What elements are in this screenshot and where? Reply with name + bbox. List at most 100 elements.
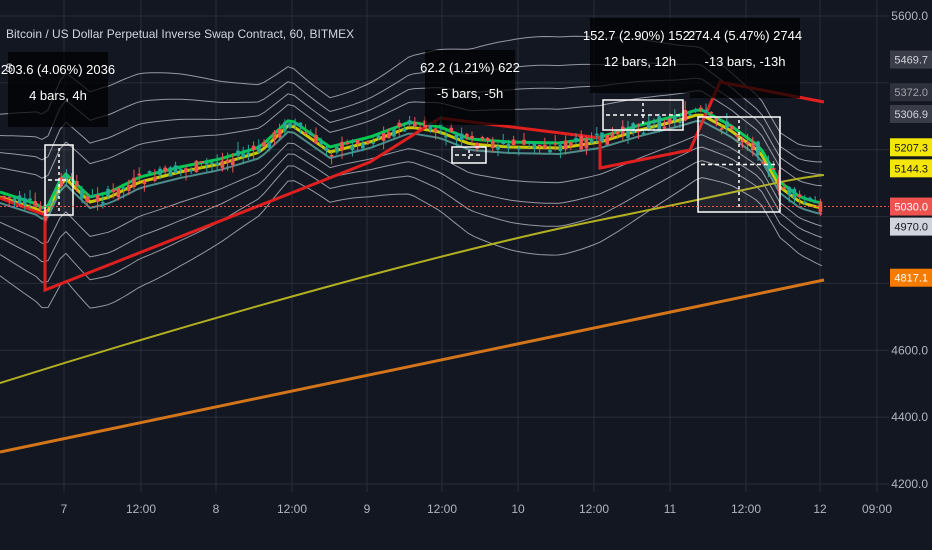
candle-body-64 [335, 147, 339, 153]
candle-body-66 [345, 142, 349, 145]
candle-body-26 [137, 173, 141, 176]
candle-body-38 [199, 161, 204, 163]
candle-body-126 [657, 116, 661, 130]
candle-body-32 [168, 167, 173, 177]
candle-body-3 [17, 195, 22, 204]
candle-body-137 [714, 118, 719, 121]
candle-body-94 [491, 141, 495, 149]
x-tick-label-7: 12:00 [579, 502, 609, 516]
candle-body-134 [699, 107, 703, 110]
candle-body-22 [116, 187, 121, 198]
candle-body-135 [704, 109, 708, 113]
y-tick-label-2: 4400.0 [891, 410, 928, 424]
candle-body-40 [210, 162, 214, 165]
candle-body-48 [251, 145, 256, 151]
candle-body-97 [506, 143, 511, 147]
measure-label-bg-1 [425, 50, 515, 125]
x-tick-label-0: 7 [61, 502, 68, 516]
candle-body-114 [595, 133, 599, 136]
candle-body-36 [189, 169, 193, 172]
candle-body-12 [64, 175, 69, 179]
candle-body-75 [392, 128, 396, 137]
candle-body-55 [288, 122, 292, 128]
candle-body-115 [600, 132, 604, 142]
candle-body-146 [761, 162, 765, 164]
candle-body-127 [662, 126, 667, 129]
price-tag-bg-2 [890, 104, 932, 123]
x-tick-label-4: 9 [364, 502, 371, 516]
candle-body-156 [813, 201, 817, 204]
candle-body-9 [49, 200, 53, 204]
candle-body-15 [80, 189, 84, 199]
price-tag-bg-6 [890, 217, 932, 236]
candle-body-2 [12, 198, 17, 201]
candle-body-143 [745, 141, 750, 145]
candle-body-6 [33, 201, 37, 206]
candle-body-43 [225, 159, 230, 163]
candle-body-147 [766, 161, 771, 169]
chart-title: Bitcoin / US Dollar Perpetual Inverse Sw… [6, 27, 354, 41]
candle-body-88 [459, 133, 464, 140]
candle-body-50 [262, 142, 266, 147]
time-axis[interactable] [0, 492, 889, 550]
candle-body-106 [553, 143, 557, 145]
price-tag-bg-7 [890, 268, 932, 287]
candle-body-59 [309, 132, 313, 136]
candle-body-138 [719, 128, 724, 130]
candle-body-14 [75, 180, 79, 187]
band-line-5 [0, 146, 823, 263]
candle-body-29 [153, 176, 157, 181]
candle-body-42 [220, 160, 225, 168]
x-tick-label-5: 12:00 [427, 502, 457, 516]
candle-body-20 [106, 188, 110, 197]
x-tick-label-8: 11 [664, 502, 677, 516]
measure-label-value-1: 62.2 (1.21%) 622 [420, 60, 520, 75]
candle-body-49 [257, 145, 261, 153]
candle-body-142 [740, 140, 745, 143]
candles [2, 101, 823, 223]
candle-body-116 [605, 134, 609, 145]
candle-body-149 [777, 177, 781, 188]
candle-body-141 [735, 135, 739, 137]
candle-body-107 [558, 144, 563, 152]
candle-body-113 [589, 139, 594, 144]
candle-body-111 [579, 135, 583, 150]
candle-body-96 [501, 141, 505, 144]
candle-body-129 [673, 116, 677, 121]
price-tag-3: 5207.3 [894, 142, 928, 154]
candle-body-62 [324, 147, 329, 151]
candle-body-91 [475, 142, 479, 149]
candle-body-80 [418, 127, 422, 130]
candle-body-31 [163, 167, 167, 172]
x-tick-label-1: 12:00 [126, 502, 156, 516]
y-tick-label-3: 4200.0 [891, 477, 928, 491]
measure-label-bars-2: 12 bars, 12h [604, 54, 676, 69]
candle-body-148 [771, 168, 776, 170]
x-tick-label-6: 10 [511, 502, 525, 516]
candle-body-118 [615, 131, 620, 135]
measure-label-bars-1: -5 bars, -5h [437, 86, 503, 101]
x-tick-label-9: 12:00 [731, 502, 761, 516]
candle-body-72 [376, 135, 381, 139]
candle-body-34 [179, 168, 183, 171]
candle-body-85 [444, 135, 448, 138]
candle-body-10 [54, 189, 58, 192]
candle-body-57 [298, 122, 303, 127]
y-tick-label-1: 4600.0 [891, 343, 928, 357]
candle-body-83 [433, 128, 438, 132]
candle-body-103 [537, 144, 542, 147]
candle-body-5 [28, 198, 32, 201]
x-tick-label-2: 8 [213, 502, 220, 516]
candle-body-151 [787, 187, 791, 196]
band-line-7 [0, 177, 823, 309]
candle-body-60 [314, 134, 318, 144]
candle-body-17 [90, 195, 95, 198]
candle-body-110 [574, 137, 578, 142]
candle-body-68 [355, 139, 360, 145]
candle-body-67 [350, 146, 355, 151]
candle-body-153 [797, 194, 802, 198]
candle-body-89 [465, 133, 469, 138]
candle-body-109 [569, 142, 573, 147]
candle-body-28 [147, 171, 152, 173]
